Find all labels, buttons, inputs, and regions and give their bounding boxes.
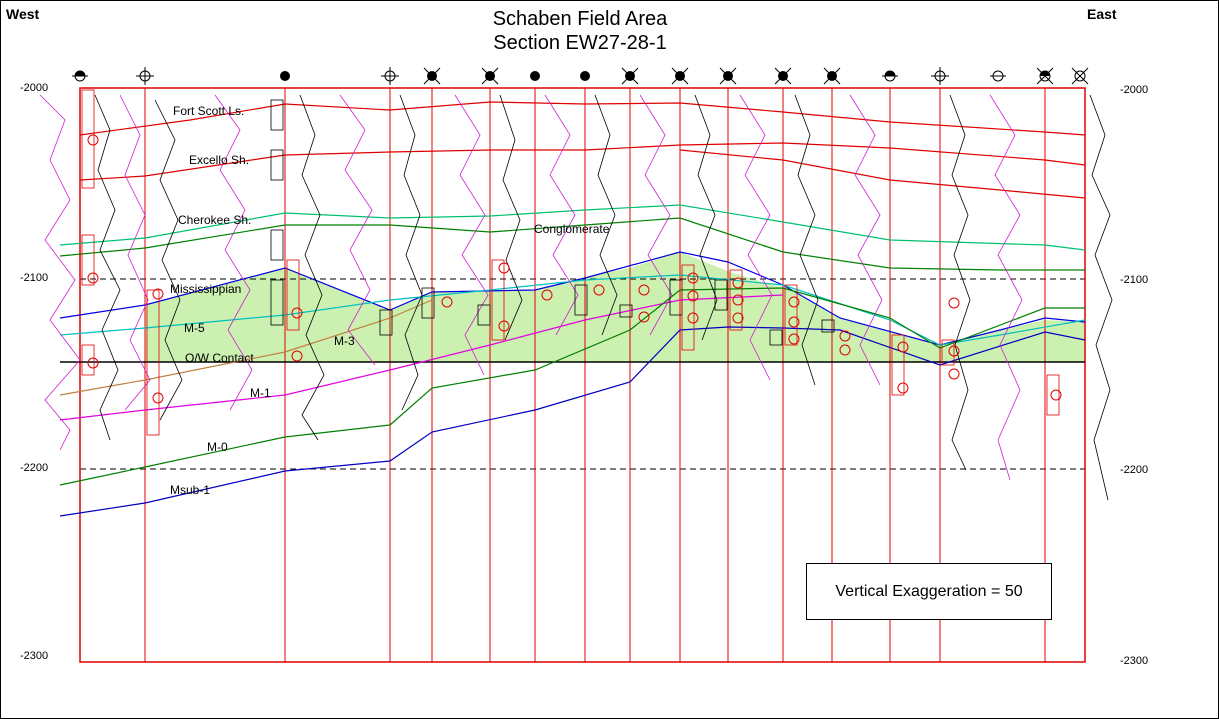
right-tick-2300: -2300	[1120, 655, 1149, 667]
core-markers	[270, 99, 835, 346]
filled-gas-well-icon	[774, 67, 792, 85]
east-label: East	[1087, 6, 1117, 22]
left-tick-2200: -2200	[20, 462, 49, 474]
mississippian-top	[59, 251, 1086, 346]
excello-label: Excello Sh.	[189, 153, 250, 167]
dst-circles	[87, 134, 1062, 404]
conglomerate-top	[59, 217, 1085, 271]
ow-contact-label: O/W Contact	[185, 351, 254, 365]
m3-label: M-3	[334, 334, 355, 348]
right-tick-2000: -2000	[1120, 84, 1149, 96]
half-filled-well-icon	[72, 70, 88, 82]
filled-well-icon	[530, 71, 540, 81]
west-label: West	[6, 6, 40, 22]
filled-well-icon	[580, 71, 590, 81]
right-tick-2100: -2100	[1120, 274, 1149, 286]
half-filled-well-icon	[882, 70, 898, 82]
test-markers	[81, 89, 1060, 436]
open-gas-well-icon	[381, 67, 399, 85]
m5-marker	[59, 274, 1086, 346]
open-well-icon	[136, 67, 154, 85]
left-tick-2300: -2300	[20, 650, 49, 662]
fort-scott-label: Fort Scott Ls.	[173, 104, 245, 118]
open-well-icon	[931, 67, 949, 85]
filled-gas-well-icon	[719, 67, 737, 85]
m3-marker	[59, 299, 433, 396]
vertical-exaggeration-note: Vertical Exaggeration = 50	[806, 563, 1052, 620]
excello-top	[79, 142, 1086, 181]
half-filled-gas-well-icon	[1036, 67, 1054, 85]
msub1-marker	[59, 326, 1086, 517]
filled-gas-well-icon	[671, 67, 689, 85]
mississippian-label: Mississippian	[170, 282, 242, 296]
excello-lower	[679, 149, 1086, 199]
title-line-1: Schaben Field Area	[492, 8, 668, 30]
well-logs	[39, 94, 1113, 501]
title-line-2: Section EW27-28-1	[493, 32, 667, 54]
left-tick-2000: -2000	[20, 82, 49, 94]
m0-marker	[59, 287, 1085, 486]
section-border	[79, 87, 1086, 663]
cherokee-top	[59, 204, 1086, 251]
well-symbols	[72, 67, 1089, 85]
left-tick-2100: -2100	[20, 272, 49, 284]
filled-gas-well-icon	[481, 67, 499, 85]
open-well-icon	[990, 70, 1006, 82]
conglomerate-label: Conglomerate	[534, 222, 610, 236]
filled-gas-well-icon	[423, 67, 441, 85]
m1-label: M-1	[250, 386, 271, 400]
filled-gas-well-icon	[621, 67, 639, 85]
filled-well-icon	[280, 71, 290, 81]
open-gas-well-icon	[1071, 67, 1089, 85]
msub1-label: Msub-1	[170, 483, 211, 497]
right-tick-2200: -2200	[1120, 464, 1149, 476]
fort-scott-top	[79, 101, 1086, 136]
m5-label: M-5	[184, 321, 205, 335]
m0-label: M-0	[207, 440, 228, 454]
vertical-exaggeration-text: Vertical Exaggeration = 50	[835, 582, 1023, 600]
filled-gas-well-icon	[823, 67, 841, 85]
cherokee-label: Cherokee Sh.	[178, 213, 252, 227]
